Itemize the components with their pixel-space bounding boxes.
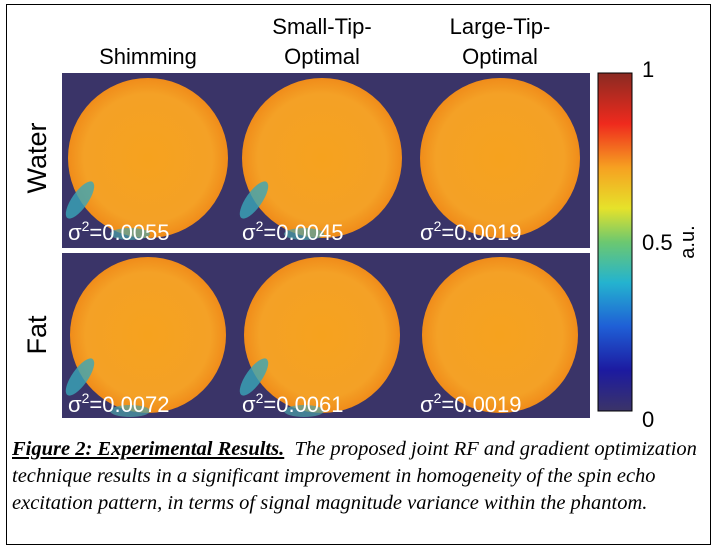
variance-superscript: 2	[256, 218, 264, 234]
phantom-image	[242, 78, 402, 238]
page: Shimming Small-Tip- Optimal Large-Tip- Optim…	[0, 0, 720, 554]
figure: Shimming Small-Tip- Optimal Large-Tip- Optim…	[0, 0, 720, 434]
variance-superscript: 2	[434, 218, 442, 234]
colorbar	[598, 73, 632, 411]
caption: Figure 2: Experimental Results. The prop…	[12, 436, 712, 517]
phantom-image	[420, 78, 580, 238]
variance-symbol: σ	[420, 220, 434, 245]
variance-superscript: 2	[82, 390, 90, 406]
column-header: Optimal	[284, 44, 360, 69]
variance-superscript: 2	[82, 218, 90, 234]
phantom-image	[422, 257, 578, 413]
variance-superscript: 2	[434, 390, 442, 406]
colorbar-tick-label: 1	[642, 57, 654, 82]
phantom-image	[68, 78, 228, 238]
caption-title: Figure 2: Experimental Results.	[12, 438, 284, 460]
colorbar-tick-label: 0	[642, 407, 654, 432]
variance-value: =0.0072	[89, 392, 169, 417]
variance-symbol: σ	[68, 392, 82, 417]
variance-symbol: σ	[68, 220, 82, 245]
colorbar-label: a.u.	[677, 225, 699, 258]
variance-symbol: σ	[242, 220, 256, 245]
variance-value: =0.0045	[263, 220, 343, 245]
variance-superscript: 2	[256, 390, 264, 406]
variance-symbol: σ	[420, 392, 434, 417]
column-header: Small-Tip-	[272, 14, 371, 39]
variance-value: =0.0019	[441, 220, 521, 245]
colorbar-tick-label: 0.5	[642, 230, 673, 255]
column-header: Large-Tip-	[450, 14, 551, 39]
variance-value: =0.0019	[441, 392, 521, 417]
phantom-image	[244, 257, 400, 413]
row-label: Fat	[22, 315, 52, 355]
variance-symbol: σ	[242, 392, 256, 417]
variance-value: =0.0055	[89, 220, 169, 245]
column-header: Shimming	[99, 44, 197, 69]
row-label: Water	[22, 122, 52, 193]
column-header: Optimal	[462, 44, 538, 69]
phantom-image	[70, 257, 226, 413]
variance-value: =0.0061	[263, 392, 343, 417]
